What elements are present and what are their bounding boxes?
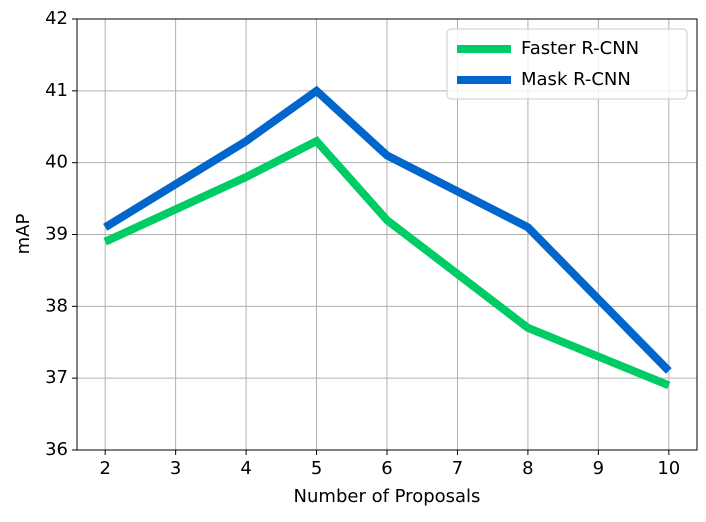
y-tick-label: 40 [45,152,68,173]
x-tick-label: 3 [170,458,181,479]
y-tick-label: 41 [45,80,68,101]
line [103,136,671,390]
y-tick-label: 37 [45,367,68,388]
x-axis-label: Number of Proposals [294,486,481,507]
y-tick-label: 42 [45,8,68,29]
x-tick-label: 8 [522,458,533,479]
y-tick-label: 38 [45,295,68,316]
x-tick-label: 5 [311,458,322,479]
y-tick-label: 39 [45,224,68,245]
line [103,85,672,374]
x-tick-label: 7 [452,458,463,479]
y-tick-label: 36 [45,439,68,460]
x-tick-label: 4 [240,458,251,479]
x-tick-label: 6 [381,458,392,479]
x-tick-label: 9 [593,458,604,479]
x-tick-label: 10 [657,458,680,479]
legend-label: Mask R-CNN [521,69,631,90]
y-axis-label: mAP [13,214,34,255]
plot-frame [76,18,698,451]
legend-label: Faster R-CNN [521,38,639,59]
x-tick-label: 2 [99,458,110,479]
